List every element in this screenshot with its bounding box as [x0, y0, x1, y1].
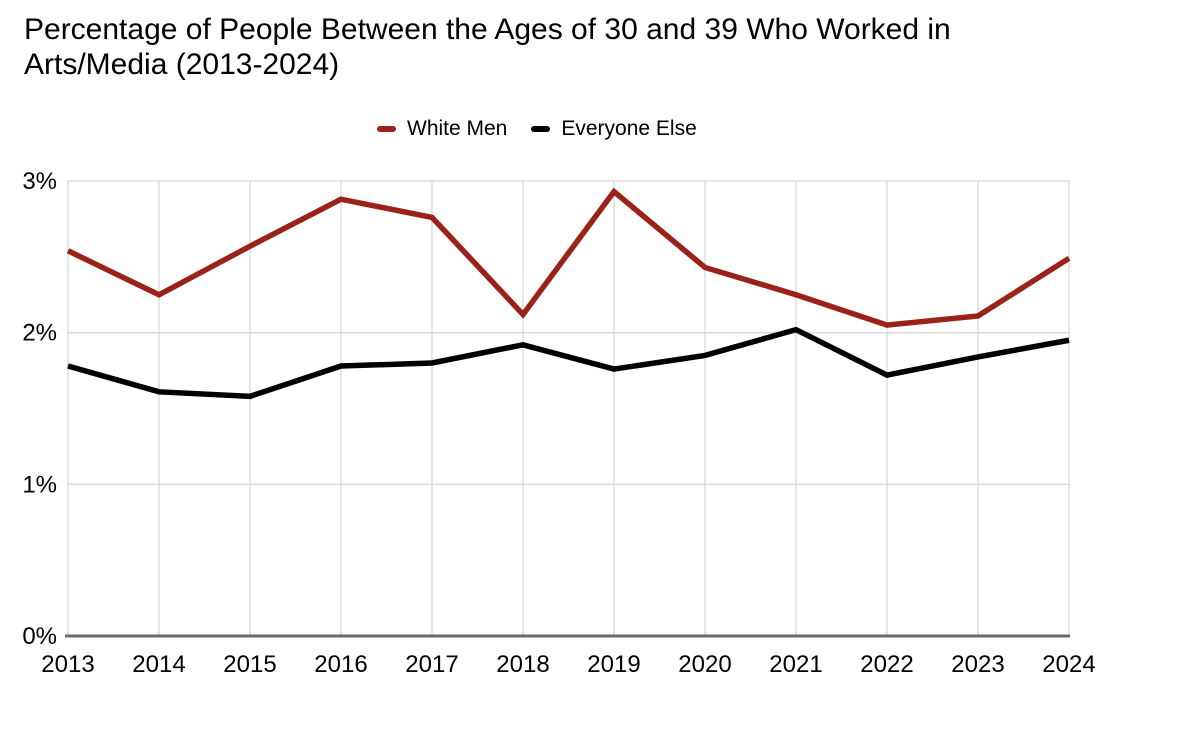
legend-label-white-men: White Men	[407, 117, 508, 140]
series-line-white-men	[66, 187, 1071, 328]
y-tick-label: 0%	[22, 623, 57, 650]
x-tick-label: 2022	[860, 651, 913, 678]
x-tick-label: 2018	[496, 651, 549, 678]
y-tick-label: 1%	[22, 471, 57, 498]
legend-item-white-men: White Men	[377, 117, 507, 141]
y-tick-label: 3%	[22, 168, 57, 195]
y-tick-label: 2%	[22, 320, 57, 347]
x-tick-label: 2013	[41, 651, 94, 678]
x-tick-label: 2021	[769, 651, 822, 678]
series-line-everyone-else	[67, 326, 1070, 400]
legend-item-everyone-else: Everyone Else	[531, 117, 697, 141]
legend: White Men Everyone Else	[377, 114, 697, 144]
legend-label-everyone-else: Everyone Else	[561, 117, 697, 140]
x-tick-label: 2014	[132, 651, 185, 678]
x-tick-label: 2017	[405, 651, 458, 678]
x-tick-label: 2016	[314, 651, 367, 678]
x-tick-label: 2023	[951, 651, 1004, 678]
x-tick-label: 2015	[223, 651, 276, 678]
x-tick-label: 2020	[678, 651, 731, 678]
x-tick-label: 2019	[587, 651, 640, 678]
legend-swatch-everyone-else	[531, 126, 551, 132]
x-tick-label: 2024	[1042, 651, 1095, 678]
legend-swatch-white-men	[377, 126, 396, 132]
chart-title: Percentage of People Between the Ages of…	[24, 13, 951, 81]
